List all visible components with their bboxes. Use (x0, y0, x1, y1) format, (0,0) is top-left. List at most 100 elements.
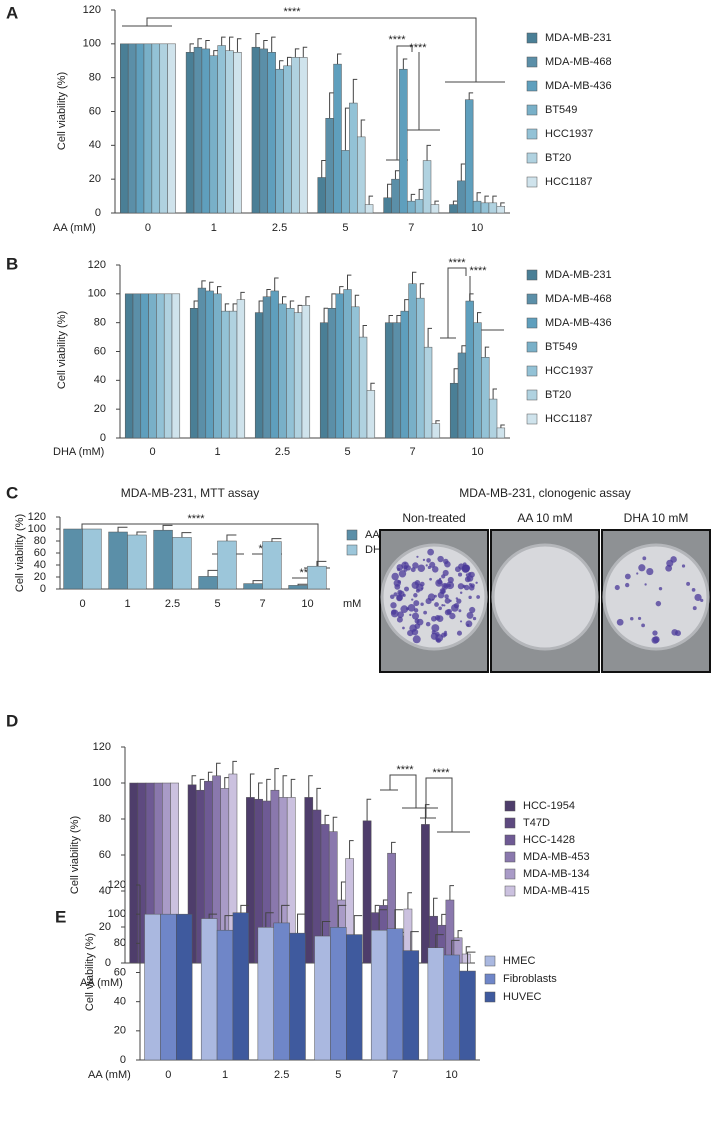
colony (429, 577, 432, 581)
colony (397, 589, 403, 595)
colony (403, 565, 408, 569)
bar (127, 534, 147, 590)
colony (641, 623, 645, 628)
error-bar (477, 312, 482, 323)
error-bar (465, 946, 471, 954)
bar (366, 390, 376, 439)
legend-label: HUVEC (503, 991, 542, 1003)
error-bar (460, 163, 466, 181)
error-bar (374, 904, 380, 913)
colony (468, 595, 472, 600)
x-tick-label: 5 (335, 1069, 341, 1081)
error-bar (469, 293, 474, 302)
error-bar (410, 931, 419, 951)
error-bar (354, 294, 360, 307)
error-bar (282, 296, 287, 304)
colony (396, 594, 403, 602)
image-label: Non-treated (402, 511, 465, 525)
colony (666, 559, 674, 567)
legend-swatch (526, 317, 538, 329)
error-bar (316, 560, 327, 567)
colony (393, 592, 398, 597)
y-axis-label: Cell viability (%) (56, 311, 68, 389)
error-bar (484, 195, 489, 203)
colony (412, 635, 421, 644)
error-bar (434, 200, 439, 205)
error-bar (418, 188, 424, 200)
bar (221, 310, 230, 439)
legend-label: MDA-MB-134 (523, 868, 590, 880)
error-bar (249, 773, 255, 798)
bar (461, 953, 471, 964)
bar (364, 204, 374, 214)
colony (422, 558, 426, 562)
legend-label: T47D (523, 817, 550, 829)
error-bar (274, 277, 279, 291)
colony (700, 598, 704, 602)
error-bar (347, 274, 352, 290)
error-bar (224, 777, 229, 789)
error-bar (449, 885, 454, 900)
bar (213, 293, 222, 439)
error-bar (360, 119, 366, 137)
error-bar (189, 43, 194, 53)
x-tick-label: 7 (409, 446, 415, 458)
legend-label: HMEC (503, 955, 535, 967)
image-title: MDA-MB-231, clonogenic assay (459, 486, 630, 500)
colony (436, 615, 444, 623)
bar (414, 199, 424, 214)
colony (444, 594, 449, 599)
error-bar (337, 904, 347, 928)
bar (465, 300, 474, 439)
error-bar (117, 526, 128, 532)
x-tick-label: 7 (259, 598, 265, 610)
bar (407, 200, 416, 214)
error-bar (305, 296, 310, 306)
colony (429, 561, 436, 568)
bar (153, 529, 173, 590)
legend-label: BT20 (545, 152, 571, 164)
x-tick-label: 10 (471, 222, 483, 234)
colony (449, 612, 456, 620)
colony (459, 620, 463, 623)
error-bar (217, 286, 222, 294)
bar (349, 102, 358, 214)
error-bar (467, 951, 476, 972)
bar (472, 200, 482, 214)
x-tick-label: 10 (471, 446, 483, 458)
legend-label: MDA-MB-436 (545, 317, 612, 329)
bar (120, 43, 129, 214)
bar (205, 290, 214, 439)
legend-swatch (526, 341, 538, 353)
legend-swatch (346, 529, 358, 541)
bar (283, 65, 292, 214)
colony (407, 629, 414, 637)
legend-label: HCC1187 (545, 413, 593, 425)
legend-label: MDA-MB-468 (545, 56, 612, 68)
bar (236, 299, 246, 439)
colony (655, 600, 662, 607)
colony (404, 586, 409, 592)
colony (411, 612, 420, 620)
bar (288, 585, 308, 590)
error-bar (255, 33, 260, 48)
bar (362, 820, 372, 964)
x-tick-label: 7 (392, 1069, 398, 1081)
colony (468, 585, 475, 591)
image-label: AA 10 mM (517, 511, 572, 525)
colony (444, 561, 451, 568)
y-tick-label: 80 (94, 317, 106, 329)
error-bar (193, 300, 198, 309)
legend-label: MDA-MB-231 (545, 269, 612, 281)
bar (171, 293, 181, 439)
colony (405, 607, 410, 611)
bar (135, 43, 145, 214)
y-tick-label: 120 (108, 879, 126, 891)
bar (481, 357, 490, 439)
bar (127, 43, 137, 214)
x-tick-label: 1 (211, 222, 217, 234)
bar (480, 202, 490, 214)
bar (143, 43, 153, 214)
y-tick-label: 100 (28, 523, 46, 535)
bar (201, 48, 211, 214)
